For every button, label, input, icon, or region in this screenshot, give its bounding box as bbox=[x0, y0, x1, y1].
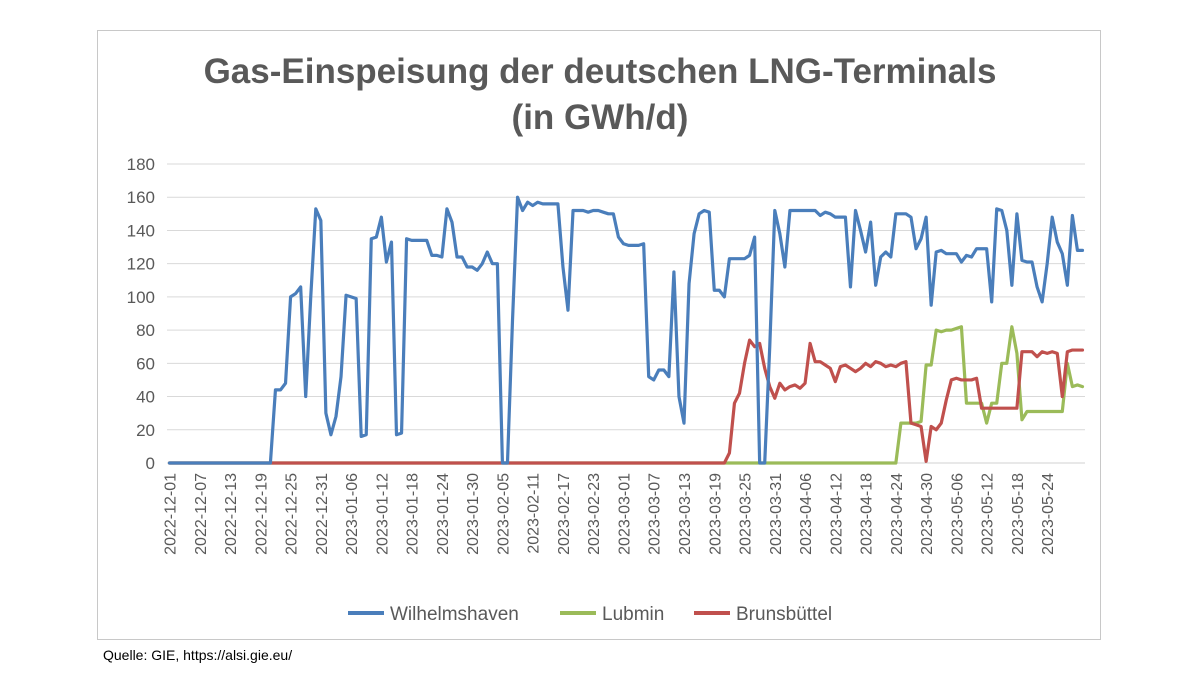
chart-frame: Gas-Einspeisung der deutschen LNG-Termin… bbox=[97, 30, 1101, 640]
x-tick-label: 2023-03-07 bbox=[647, 473, 664, 555]
series-lines bbox=[167, 195, 1085, 465]
legend-label: Brunsbüttel bbox=[736, 604, 832, 625]
x-tick-label: 2023-05-12 bbox=[980, 473, 997, 555]
series-line-brunsbttel bbox=[167, 338, 1085, 465]
x-tick-label: 2023-05-24 bbox=[1040, 473, 1057, 555]
x-tick-label: 2023-01-06 bbox=[344, 473, 361, 555]
x-tick-label: 2023-05-06 bbox=[949, 473, 966, 555]
x-tick-label: 2022-12-07 bbox=[193, 473, 210, 555]
x-tick-label: 2022-12-13 bbox=[223, 473, 240, 555]
x-tick-label: 2022-12-01 bbox=[163, 473, 180, 555]
x-tick-label: 2022-12-25 bbox=[284, 473, 301, 555]
y-axis-tick-labels: 0 20 40 60 80 100 120 140 160 180 bbox=[127, 155, 155, 473]
x-tick-label: 2023-01-12 bbox=[374, 473, 391, 555]
x-tick-label: 2023-02-11 bbox=[526, 473, 543, 554]
chart-title: Gas-Einspeisung der deutschen LNG-Termin… bbox=[204, 52, 997, 91]
x-tick-label: 2023-02-05 bbox=[495, 473, 512, 555]
y-tick-label: 180 bbox=[127, 155, 155, 174]
x-tick-label: 2023-04-24 bbox=[889, 473, 906, 555]
x-tick-label: 2023-01-30 bbox=[465, 473, 482, 555]
x-tick-label: 2023-03-25 bbox=[738, 473, 755, 555]
y-tick-label: 140 bbox=[127, 221, 155, 240]
x-axis-tick-labels: 2022-12-01 2022-12-07 2022-12-13 2022-12-19… bbox=[163, 473, 1058, 555]
chart-subtitle: (in GWh/d) bbox=[512, 98, 689, 137]
x-tick-label: 2023-03-31 bbox=[768, 473, 785, 555]
x-tick-label: 2023-04-18 bbox=[859, 473, 876, 555]
x-tick-label: 2023-03-19 bbox=[707, 473, 724, 555]
x-tick-label: 2023-01-18 bbox=[405, 473, 422, 555]
x-tick-label: 2023-04-30 bbox=[919, 473, 936, 555]
y-tick-label: 0 bbox=[146, 454, 155, 473]
x-tick-label: 2023-01-24 bbox=[435, 473, 452, 555]
y-tick-label: 100 bbox=[127, 288, 155, 307]
y-tick-label: 40 bbox=[136, 388, 155, 407]
x-tick-label: 2023-04-06 bbox=[798, 473, 815, 555]
y-tick-label: 60 bbox=[136, 354, 155, 373]
x-tick-label: 2023-05-18 bbox=[1010, 473, 1027, 555]
y-tick-label: 160 bbox=[127, 188, 155, 207]
legend: Wilhelmshaven Lubmin Brunsbüttel bbox=[348, 604, 832, 625]
source-note: Quelle: GIE, https://alsi.gie.eu/ bbox=[103, 647, 293, 663]
x-tick-label: 2022-12-19 bbox=[253, 473, 270, 555]
legend-label: Lubmin bbox=[602, 604, 664, 625]
x-tick-label: 2022-12-31 bbox=[314, 473, 331, 555]
series-line-wilhelmshaven bbox=[167, 195, 1085, 465]
line-chart: Gas-Einspeisung der deutschen LNG-Termin… bbox=[127, 52, 1085, 625]
y-tick-label: 20 bbox=[136, 421, 155, 440]
legend-label: Wilhelmshaven bbox=[390, 604, 519, 625]
y-tick-label: 120 bbox=[127, 255, 155, 274]
series-line-lubmin bbox=[167, 325, 1085, 465]
x-tick-label: 2023-03-13 bbox=[677, 473, 694, 555]
x-tick-label: 2023-04-12 bbox=[828, 473, 845, 555]
x-tick-label: 2023-02-23 bbox=[586, 473, 603, 555]
y-tick-label: 80 bbox=[136, 321, 155, 340]
x-tick-label: 2023-03-01 bbox=[616, 473, 633, 555]
x-tick-label: 2023-02-17 bbox=[556, 473, 573, 555]
